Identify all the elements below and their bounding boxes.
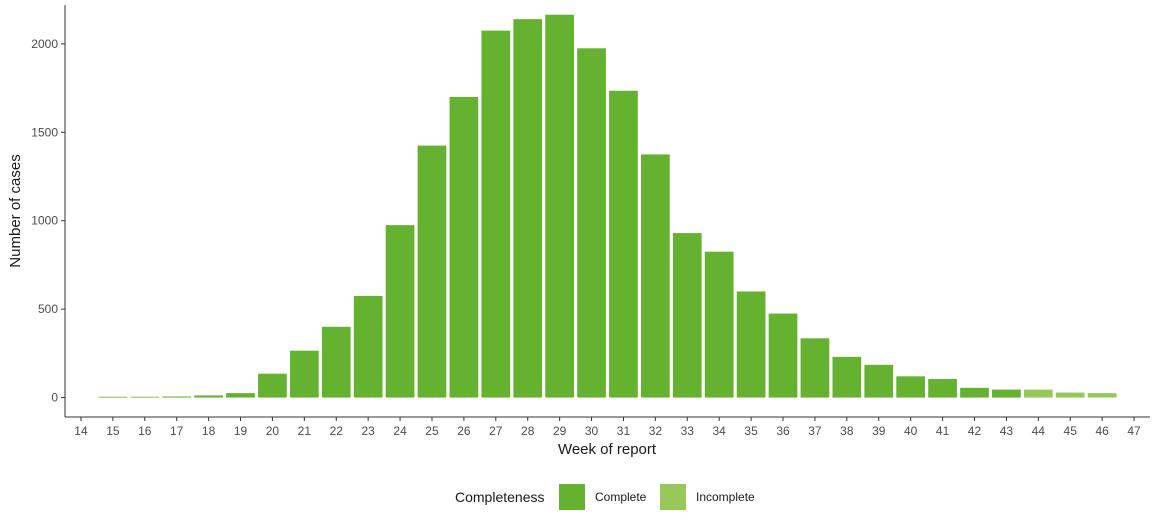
bar-week-43 bbox=[992, 389, 1021, 398]
x-tick-label: 18 bbox=[202, 424, 216, 438]
x-tick-label: 19 bbox=[234, 424, 248, 438]
bar-week-35 bbox=[736, 291, 766, 398]
bar-week-18 bbox=[194, 395, 223, 398]
bar-week-45 bbox=[1055, 392, 1085, 398]
bar-week-32 bbox=[641, 154, 670, 398]
y-axis-ticks: 0 500 1000 1500 2000 bbox=[31, 37, 65, 405]
bar-week-44 bbox=[1023, 389, 1053, 398]
legend-title: Completeness bbox=[455, 489, 545, 505]
x-tick-label: 31 bbox=[617, 424, 631, 438]
x-tick-label: 32 bbox=[649, 424, 663, 438]
x-tick-label: 42 bbox=[968, 424, 982, 438]
bar-week-15 bbox=[98, 396, 128, 398]
legend-key-incomplete bbox=[660, 484, 686, 510]
bar-week-29 bbox=[545, 14, 574, 398]
y-tick-label: 0 bbox=[51, 391, 58, 405]
bar-week-31 bbox=[609, 90, 638, 398]
y-tick-label: 1500 bbox=[31, 125, 58, 139]
x-tick-label: 43 bbox=[1000, 424, 1014, 438]
y-tick-label: 1000 bbox=[31, 214, 58, 228]
legend-key-complete bbox=[559, 484, 585, 510]
x-tick-label: 22 bbox=[330, 424, 344, 438]
bar-week-17 bbox=[162, 396, 192, 398]
bar-week-21 bbox=[289, 350, 319, 398]
x-tick-label: 36 bbox=[776, 424, 790, 438]
bar-week-46 bbox=[1087, 393, 1117, 398]
x-tick-label: 29 bbox=[553, 424, 567, 438]
x-tick-label: 26 bbox=[457, 424, 471, 438]
bar-week-36 bbox=[768, 313, 798, 398]
x-tick-label: 23 bbox=[361, 424, 375, 438]
bar-week-30 bbox=[577, 48, 606, 398]
x-tick-label: 15 bbox=[106, 424, 120, 438]
x-tick-label: 44 bbox=[1032, 424, 1046, 438]
bar-week-16 bbox=[130, 396, 160, 398]
x-tick-label: 35 bbox=[744, 424, 758, 438]
x-tick-label: 16 bbox=[138, 424, 152, 438]
x-tick-label: 34 bbox=[713, 424, 727, 438]
bar-week-39 bbox=[864, 364, 894, 398]
y-axis-title: Number of cases bbox=[7, 154, 24, 267]
x-tick-label: 30 bbox=[585, 424, 599, 438]
legend-label-incomplete: Incomplete bbox=[696, 490, 755, 504]
bar-week-33 bbox=[672, 233, 702, 398]
x-tick-label: 33 bbox=[681, 424, 695, 438]
bar-week-42 bbox=[960, 387, 989, 398]
bar-week-26 bbox=[449, 96, 479, 398]
x-tick-label: 39 bbox=[872, 424, 886, 438]
bar-week-28 bbox=[513, 19, 543, 398]
x-tick-label: 27 bbox=[489, 424, 503, 438]
plot-area: 0 500 1000 1500 2000 14 15 16 17 18 19 20 21 22 23 24 2… bbox=[31, 5, 1150, 438]
x-tick-label: 47 bbox=[1127, 424, 1141, 438]
bar-week-38 bbox=[832, 356, 862, 398]
bar-week-24 bbox=[385, 225, 415, 398]
bars-layer bbox=[98, 14, 1117, 398]
x-tick-label: 40 bbox=[904, 424, 918, 438]
y-tick-label: 500 bbox=[38, 302, 58, 316]
bar-week-41 bbox=[928, 378, 957, 398]
x-tick-label: 24 bbox=[393, 424, 407, 438]
bar-week-23 bbox=[353, 295, 383, 398]
bar-week-27 bbox=[481, 30, 511, 398]
x-tick-label: 38 bbox=[840, 424, 854, 438]
bar-week-20 bbox=[258, 373, 287, 398]
x-tick-label: 46 bbox=[1095, 424, 1109, 438]
x-axis-title: Week of report bbox=[558, 441, 657, 458]
bar-week-22 bbox=[321, 326, 351, 398]
bar-week-34 bbox=[704, 251, 734, 398]
x-tick-label: 20 bbox=[266, 424, 280, 438]
x-tick-label: 37 bbox=[808, 424, 822, 438]
x-tick-label: 14 bbox=[74, 424, 88, 438]
x-tick-label: 21 bbox=[298, 424, 312, 438]
legend: Completeness Complete Incomplete bbox=[455, 484, 755, 510]
x-tick-label: 41 bbox=[936, 424, 950, 438]
bar-week-19 bbox=[226, 393, 255, 398]
x-tick-label: 17 bbox=[170, 424, 184, 438]
x-axis-ticks: 14 15 16 17 18 19 20 21 22 23 24 25 26 27 28 29 30 31 32 33… bbox=[74, 417, 1141, 438]
x-tick-label: 45 bbox=[1064, 424, 1078, 438]
x-tick-label: 28 bbox=[521, 424, 535, 438]
legend-label-complete: Complete bbox=[595, 490, 647, 504]
bar-week-25 bbox=[417, 145, 447, 398]
x-tick-label: 25 bbox=[425, 424, 439, 438]
bar-week-37 bbox=[800, 338, 830, 398]
y-tick-label: 2000 bbox=[31, 37, 58, 51]
bar-week-40 bbox=[896, 376, 926, 398]
